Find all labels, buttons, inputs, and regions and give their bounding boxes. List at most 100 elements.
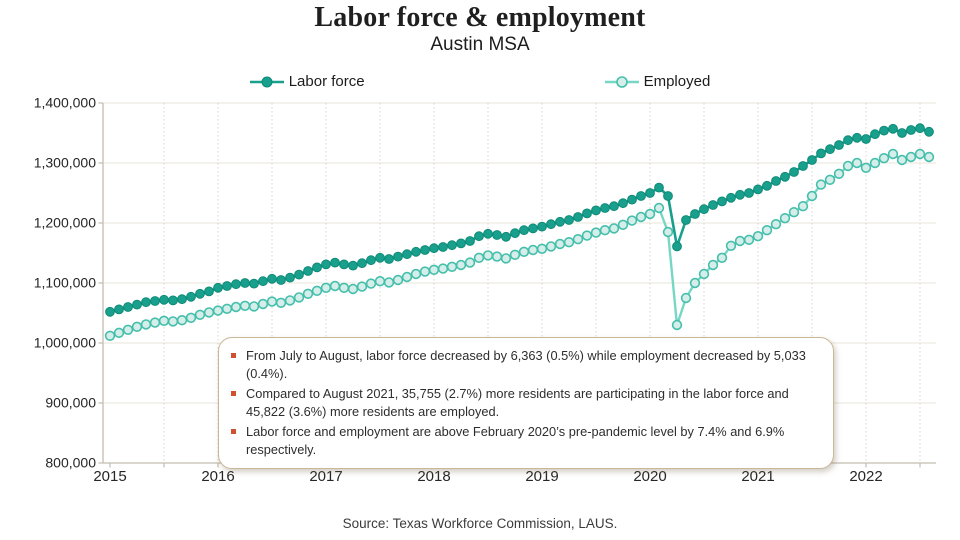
employed-point — [401, 271, 413, 283]
employed-point — [302, 288, 314, 299]
annotation-text: Labor force and employment are above Feb… — [246, 423, 785, 457]
y-tick-label: 1,300,000 — [34, 155, 96, 171]
employed-point — [140, 319, 152, 330]
employed-point — [563, 237, 575, 248]
labor-force-point — [402, 249, 412, 260]
employed-point — [581, 230, 593, 241]
labor-force-point — [906, 125, 916, 135]
labor-force-point — [348, 260, 358, 271]
employed-point — [671, 319, 683, 331]
labor-force-point — [357, 258, 367, 269]
labor-force-point — [501, 231, 511, 242]
labor-force-point — [564, 215, 574, 225]
labor-force-point — [861, 134, 871, 144]
employed-point — [185, 312, 197, 323]
labor-force-point — [339, 259, 349, 270]
x-tick-label: 2018 — [417, 468, 450, 485]
employed-point — [716, 252, 728, 263]
employed-point — [833, 168, 845, 180]
employed-point — [320, 282, 332, 293]
y-tick-label: 1,000,000 — [34, 335, 96, 351]
labor-force-point — [924, 126, 934, 137]
employed-point — [617, 219, 629, 231]
employed-point — [752, 231, 764, 242]
labor-force-point — [609, 201, 619, 212]
x-tick-label: 2017 — [309, 468, 342, 485]
labor-force-point — [528, 223, 538, 234]
labor-force-point — [825, 144, 835, 155]
employed-point — [464, 257, 476, 268]
legend-item-labor-force: Labor force — [249, 73, 365, 90]
y-tick-label: 1,100,000 — [34, 275, 96, 291]
employed-point — [293, 292, 305, 303]
labor-force-point — [321, 259, 331, 270]
employed-point — [419, 266, 431, 277]
labor-force-point — [366, 255, 376, 266]
bullet-square-icon — [231, 390, 236, 396]
employed-point — [266, 296, 278, 307]
employed-point — [554, 238, 566, 250]
labor-force-point — [285, 272, 295, 283]
employed-point — [131, 321, 143, 332]
employed-point — [248, 301, 260, 312]
employed-point — [104, 330, 116, 341]
labor-force-point — [708, 200, 718, 210]
employed-point — [635, 211, 647, 223]
labor-force-point — [456, 238, 466, 249]
employed-point — [221, 303, 233, 314]
labor-force-point — [492, 230, 502, 240]
employed-point — [545, 241, 557, 252]
labor-force-point — [141, 297, 151, 308]
labor-force-point — [897, 128, 907, 138]
x-tick-label: 2016 — [201, 468, 234, 485]
employed-point — [725, 240, 737, 252]
labor-force-point — [672, 241, 682, 252]
employed-point — [644, 208, 656, 220]
labor-force-point — [474, 231, 484, 242]
employed-point — [689, 277, 701, 289]
labor-force-point — [915, 123, 925, 134]
labor-force-point — [240, 278, 250, 288]
employed-point — [680, 292, 692, 304]
annotation-text: Compared to August 2021, 35,755 (2.7%) m… — [246, 385, 789, 419]
employed-point — [590, 227, 602, 238]
labor-force-point — [870, 129, 880, 140]
annotation-bullet: Labor force and employment are above Feb… — [231, 423, 817, 459]
labor-force-point — [411, 246, 421, 257]
employed-point — [428, 264, 440, 275]
labor-force-point — [699, 204, 709, 215]
labor-force-point — [195, 288, 205, 299]
labor-force-point — [717, 196, 727, 207]
labor-force-point — [186, 291, 196, 302]
employed-point — [626, 215, 638, 226]
employed-point — [203, 307, 215, 318]
labor-force-point — [375, 252, 385, 263]
employed-point — [824, 174, 836, 186]
labor-force-point — [132, 299, 142, 310]
employed-point — [194, 309, 206, 320]
legend: Labor force Employed — [0, 73, 960, 90]
labor-force-point — [330, 257, 340, 268]
legend-item-employed: Employed — [604, 73, 710, 90]
labor-force-series-icon — [249, 76, 284, 88]
labor-force-point — [663, 191, 673, 201]
labor-force-point — [213, 282, 223, 293]
labor-force-point — [510, 228, 520, 239]
employed-point — [860, 162, 872, 174]
employed-point — [779, 213, 791, 224]
x-tick-label: 2022 — [849, 468, 882, 485]
labor-force-point — [726, 192, 736, 203]
labor-force-point — [177, 294, 187, 305]
employed-point — [572, 234, 584, 245]
labor-force-point — [123, 302, 133, 312]
employed-point — [455, 259, 467, 271]
employed-point — [491, 251, 503, 262]
employed-point — [509, 249, 521, 261]
employed-point — [122, 324, 134, 335]
labor-force-point — [843, 135, 853, 146]
labor-force-point — [420, 245, 430, 255]
legend-label-labor-force: Labor force — [288, 73, 365, 90]
labor-force-point — [303, 266, 313, 276]
employed-point — [275, 297, 287, 308]
